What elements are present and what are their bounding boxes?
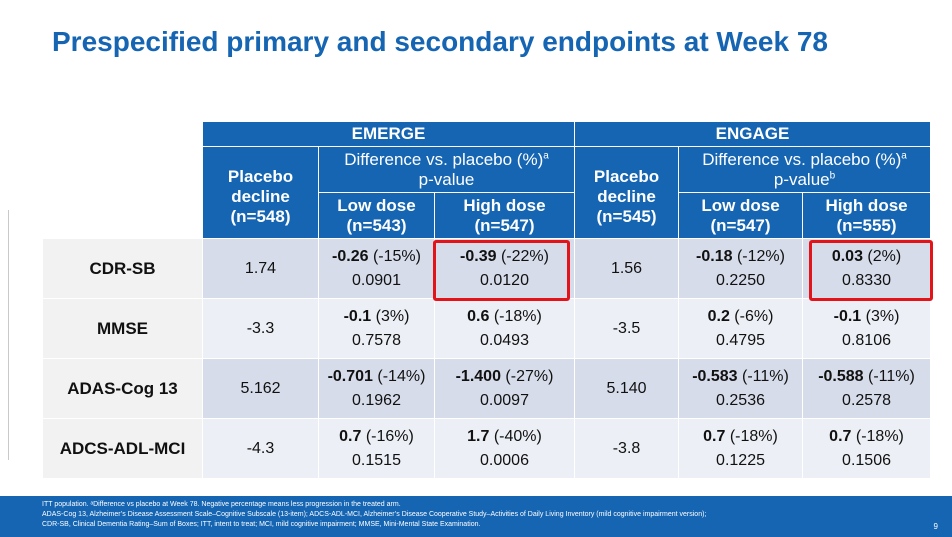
engage-high-dose-cell: 0.03 (2%) 0.8330 xyxy=(802,238,932,299)
group-header-emerge: EMERGE xyxy=(201,121,576,147)
high-dose-header-engage: High dose (n=555) xyxy=(802,192,932,239)
high-dose-header-emerge: High dose (n=547) xyxy=(433,192,576,239)
table-row: CDR-SB 1.74 -0.26 (-15%) 0.0901 -0.39 (-22%)… xyxy=(42,238,932,299)
emerge-high-dose-cell: -1.400 (-27%) 0.0097 xyxy=(433,358,576,419)
table-row: MMSE -3.3 -0.1 (3%) 0.7578 0.6 (-18%) 0.0493-… xyxy=(42,298,932,359)
engage-low-dose-cell: 0.7 (-18%) 0.1225 xyxy=(678,418,804,479)
emerge-high-dose-cell: -0.39 (-22%) 0.0120 xyxy=(433,238,576,299)
engage-high-dose-cell: 0.7 (-18%) 0.1506 xyxy=(802,418,932,479)
placebo-decline-engage: -3.5 xyxy=(574,298,680,359)
difference-header-engage: Difference vs. placebo (%)a p-valueb xyxy=(678,146,932,193)
low-dose-header-engage: Low dose (n=547) xyxy=(678,192,804,239)
placebo-decline-emerge: 5.162 xyxy=(202,358,319,419)
endpoints-table: EMERGE ENGAGE Placebo decline (n=548) Di… xyxy=(42,121,932,479)
slide-title: Prespecified primary and secondary endpo… xyxy=(52,26,828,57)
placebo-header-engage: Placebo decline (n=545) xyxy=(574,146,680,239)
group-header-engage: ENGAGE xyxy=(574,121,932,147)
emerge-low-dose-cell: -0.701 (-14%) 0.1962 xyxy=(318,358,435,419)
table-row: ADCS-ADL-MCI -4.3 0.7 (-16%) 0.1515 1.7 (-40… xyxy=(42,418,932,479)
placebo-decline-engage: -3.8 xyxy=(574,418,680,479)
footer-note-1: ITT population. ᵃDifference vs placebo a… xyxy=(42,501,401,508)
placebo-decline-emerge: -3.3 xyxy=(202,298,319,359)
row-label: ADAS-Cog 13 xyxy=(42,358,203,419)
footer-note-2: ADAS-Cog 13, Alzheimer’s Disease Assessm… xyxy=(42,511,707,518)
placebo-header-emerge: Placebo decline (n=548) xyxy=(202,146,319,239)
low-dose-header-emerge: Low dose (n=543) xyxy=(318,192,435,239)
page-number: 9 xyxy=(933,522,938,531)
left-edge-divider xyxy=(0,210,9,460)
row-label: MMSE xyxy=(42,298,203,359)
engage-high-dose-cell: -0.588 (-11%) 0.2578 xyxy=(802,358,932,419)
emerge-low-dose-cell: -0.1 (3%) 0.7578 xyxy=(318,298,435,359)
placebo-decline-emerge: -4.3 xyxy=(202,418,319,479)
engage-low-dose-cell: 0.2 (-6%) 0.4795 xyxy=(678,298,804,359)
corner-cell xyxy=(42,121,203,147)
engage-low-dose-cell: -0.583 (-11%) 0.2536 xyxy=(678,358,804,419)
footer-bar: ITT population. ᵃDifference vs placebo a… xyxy=(0,496,952,537)
footer-note-3: CDR-SB, Clinical Dementia Rating–Sum of … xyxy=(42,521,481,528)
emerge-low-dose-cell: 0.7 (-16%) 0.1515 xyxy=(318,418,435,479)
emerge-high-dose-cell: 1.7 (-40%) 0.0006 xyxy=(433,418,576,479)
emerge-high-dose-cell: 0.6 (-18%) 0.0493 xyxy=(433,298,576,359)
table-row: ADAS-Cog 13 5.162 -0.701 (-14%) 0.1962 -1.40… xyxy=(42,358,932,419)
placebo-decline-engage: 1.56 xyxy=(574,238,680,299)
engage-low-dose-cell: -0.18 (-12%) 0.2250 xyxy=(678,238,804,299)
row-label: CDR-SB xyxy=(42,238,203,299)
emerge-low-dose-cell: -0.26 (-15%) 0.0901 xyxy=(318,238,435,299)
placebo-decline-engage: 5.140 xyxy=(574,358,680,419)
row-label: ADCS-ADL-MCI xyxy=(42,418,203,479)
difference-header-emerge: Difference vs. placebo (%)a p-value xyxy=(317,146,576,193)
placebo-decline-emerge: 1.74 xyxy=(202,238,319,299)
engage-high-dose-cell: -0.1 (3%) 0.8106 xyxy=(802,298,932,359)
